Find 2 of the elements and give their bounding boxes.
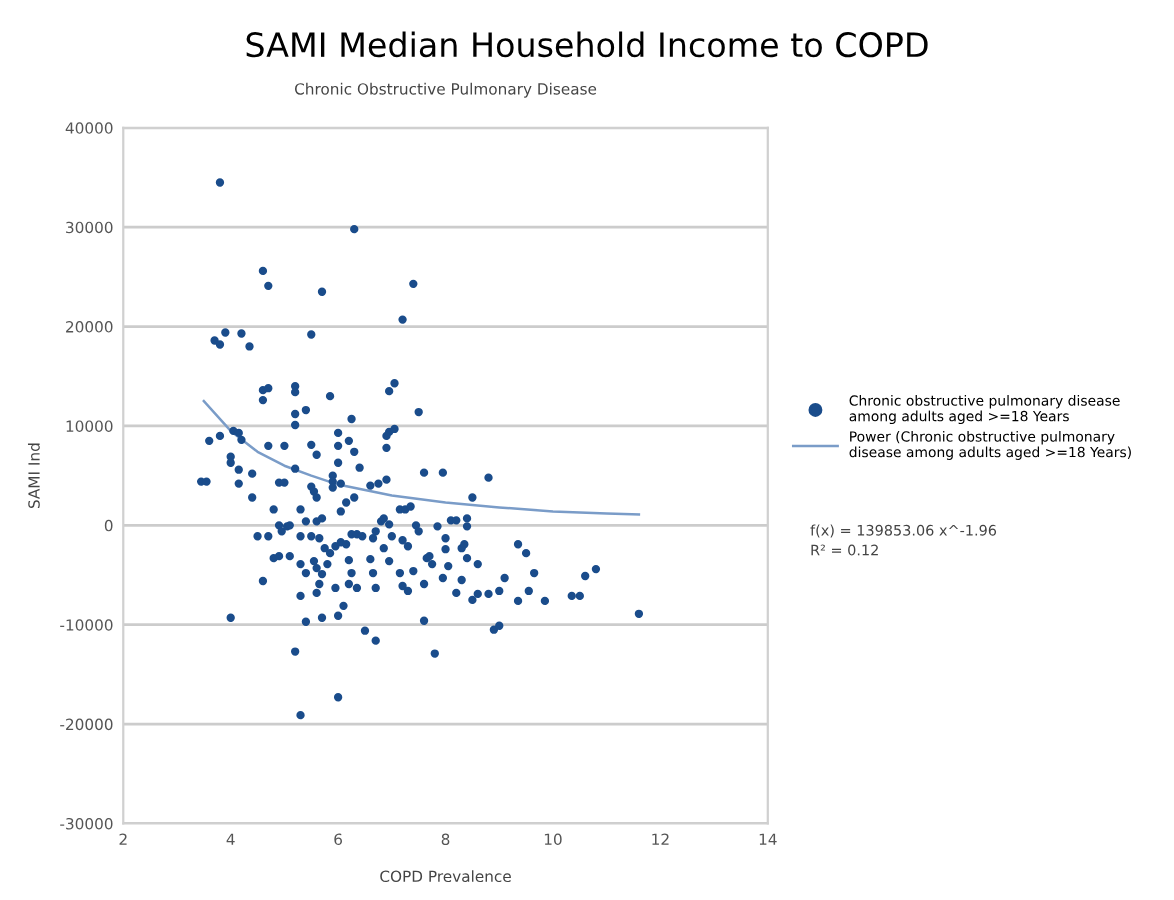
line-series [202, 399, 641, 516]
chart-title: SAMI Median Household Income to COPD [246, 31, 928, 58]
